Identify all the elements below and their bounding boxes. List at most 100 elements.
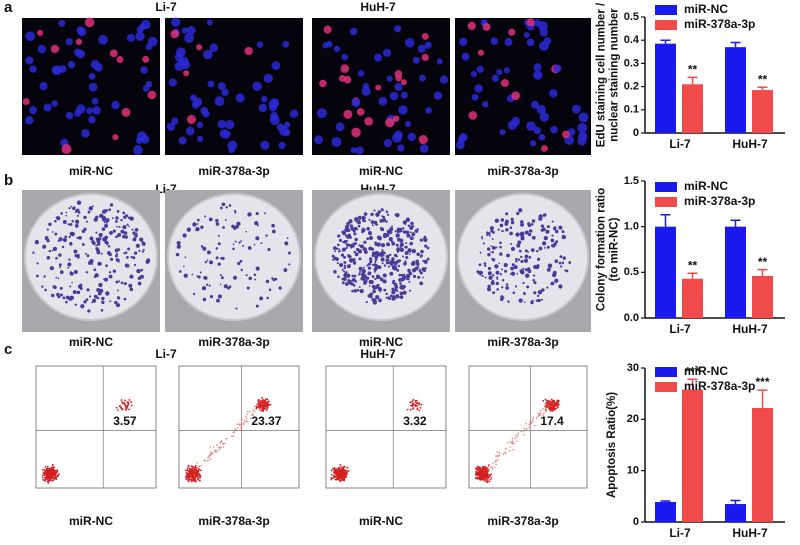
colony xyxy=(208,217,213,222)
colony xyxy=(86,288,90,292)
panel-label: c xyxy=(4,341,12,358)
colony xyxy=(486,233,489,236)
event xyxy=(495,455,497,457)
colony xyxy=(373,220,378,225)
event xyxy=(246,410,249,413)
event xyxy=(550,398,553,401)
event xyxy=(196,475,199,478)
event xyxy=(233,431,236,433)
colony xyxy=(376,235,382,240)
event xyxy=(509,446,511,448)
colony xyxy=(520,236,525,241)
colony xyxy=(94,273,99,278)
colony xyxy=(370,220,375,224)
colony xyxy=(371,224,374,227)
event xyxy=(44,472,47,475)
colony xyxy=(385,220,388,223)
colony xyxy=(59,293,63,297)
colony xyxy=(405,230,410,235)
colony xyxy=(63,220,66,223)
colony xyxy=(548,265,552,269)
colony xyxy=(518,298,523,303)
cell xyxy=(433,91,443,100)
colony xyxy=(543,246,546,249)
cell xyxy=(217,119,227,129)
colony xyxy=(58,263,62,267)
event xyxy=(553,409,556,411)
colony xyxy=(535,299,539,302)
cell xyxy=(533,70,543,80)
event xyxy=(192,466,195,468)
colony xyxy=(377,287,382,292)
colony xyxy=(365,300,368,304)
colony xyxy=(115,280,119,284)
error-bar xyxy=(730,219,741,227)
event xyxy=(259,403,262,406)
cell xyxy=(407,132,416,142)
cell xyxy=(456,140,465,150)
colony xyxy=(380,208,384,212)
event xyxy=(411,405,414,408)
colony xyxy=(111,217,114,219)
colony xyxy=(126,256,129,259)
colony xyxy=(137,276,142,281)
legend-label: miR-378a-3p xyxy=(684,194,755,208)
colony xyxy=(512,291,516,295)
colony xyxy=(398,277,403,282)
event xyxy=(47,482,50,484)
colony xyxy=(491,238,494,241)
colony xyxy=(338,250,340,253)
cell xyxy=(424,41,432,49)
cell xyxy=(530,100,539,109)
colony xyxy=(353,226,358,231)
colony xyxy=(404,223,407,226)
event xyxy=(193,480,196,483)
colony xyxy=(510,266,514,271)
colony xyxy=(530,222,534,226)
event xyxy=(479,476,482,479)
colony xyxy=(553,242,557,246)
event xyxy=(341,471,343,474)
event xyxy=(337,471,340,474)
event xyxy=(490,473,493,476)
event xyxy=(124,399,126,402)
colony xyxy=(254,278,257,281)
event xyxy=(127,402,130,405)
cell xyxy=(331,137,342,148)
cell xyxy=(88,72,96,80)
panel-label: b xyxy=(4,172,13,189)
cell xyxy=(383,48,392,57)
event xyxy=(259,405,262,408)
colony xyxy=(538,216,543,221)
colony xyxy=(523,291,526,295)
colony xyxy=(368,262,372,266)
cell xyxy=(474,84,483,93)
x-tick-label: HuH-7 xyxy=(732,322,768,336)
colony xyxy=(360,272,365,277)
colony xyxy=(343,264,347,267)
event xyxy=(128,408,130,411)
colony xyxy=(358,273,361,276)
colony xyxy=(123,297,127,301)
colony xyxy=(271,223,275,228)
colony xyxy=(546,245,550,249)
colony xyxy=(117,233,122,237)
event xyxy=(539,412,541,414)
legend-label: miR-378a-3p xyxy=(684,17,755,31)
cell xyxy=(67,60,76,69)
cell xyxy=(526,18,535,27)
colony xyxy=(500,218,505,222)
colony xyxy=(394,283,397,286)
event xyxy=(126,401,129,404)
colony xyxy=(228,285,232,289)
colony xyxy=(496,276,499,279)
cell xyxy=(357,70,365,77)
image-caption: miR-NC xyxy=(69,335,113,349)
cell xyxy=(549,89,558,98)
colony xyxy=(354,252,359,257)
colony xyxy=(503,263,508,268)
event xyxy=(337,467,340,470)
event xyxy=(542,414,544,416)
colony xyxy=(103,221,106,224)
event xyxy=(549,404,551,407)
